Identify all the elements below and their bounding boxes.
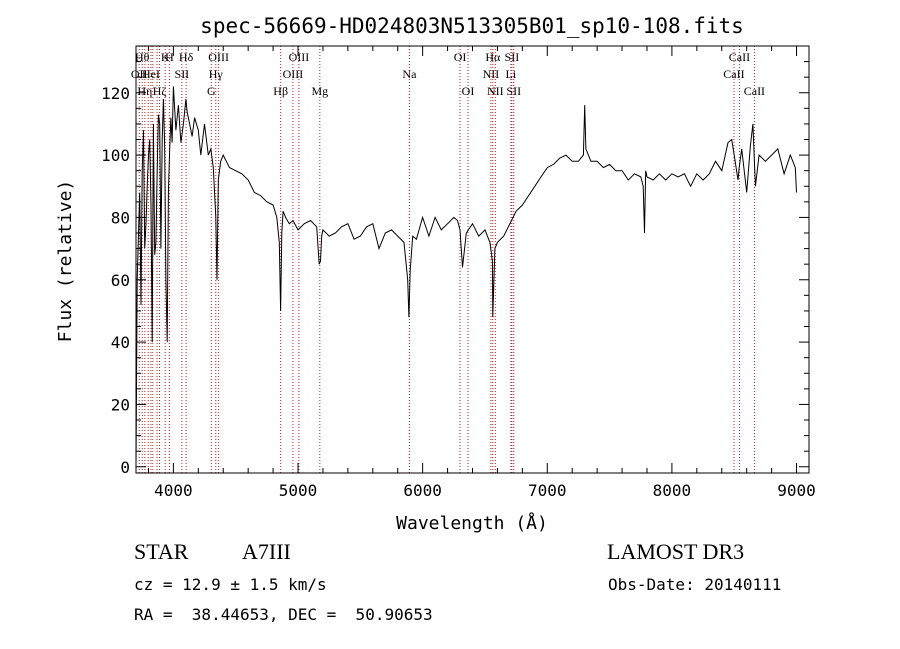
x-tick-label: 8000 [653,481,692,500]
x-tick-label: 6000 [403,481,442,500]
line-marker-label: Mg [311,84,328,98]
line-marker-label: Hθ [135,50,150,64]
y-tick-label: 40 [111,333,130,352]
line-marker-label: SII [506,84,521,98]
y-tick-label: 60 [111,271,130,290]
line-marker-labels: OIIHθHηHeIHζKHSIIHδGHγOIIIHβOIIIOIIIMgNa… [131,50,765,98]
y-tick-label: 100 [101,146,130,165]
line-marker-label: Hα [485,50,501,64]
y-tick-label: 120 [101,84,130,103]
line-marker-label: Hζ [153,84,167,98]
line-marker-label: OIII [283,67,304,81]
line-marker-label: OIII [208,50,229,64]
line-marker-label: Li [506,67,517,81]
spectral-subclass: A7III [242,539,291,564]
line-marker-label: SII [175,67,190,81]
line-marker-label: G [207,84,216,98]
line-marker-label: H [165,50,174,64]
plot-frame [135,45,810,474]
line-marker-label: OI [462,84,475,98]
line-marker-label: CaII [729,50,750,64]
line-marker-label: OI [454,50,467,64]
line-marker-label: HeI [142,67,160,81]
x-tick-label: 9000 [777,481,816,500]
line-marker-label: Hγ [209,67,224,81]
chart-title: spec-56669-HD024803N513305B01_sp10-108.f… [200,14,744,38]
x-tick-label: 5000 [279,481,318,500]
line-marker-label: CaII [723,67,744,81]
line-marker-label: OIII [289,50,310,64]
line-marker-label: CaII [744,84,765,98]
spectrum-line [135,86,797,467]
line-marker-label: Hδ [179,50,194,64]
y-tick-label: 20 [111,395,130,414]
y-axis-label: Flux (relative) [55,180,76,343]
y-tick-label: 80 [111,208,130,227]
x-tick-label: 4000 [154,481,193,500]
line-markers [138,46,755,473]
survey-name: LAMOST DR3 [607,539,745,564]
line-marker-label: Hβ [273,84,288,98]
line-marker-label: OII [131,67,148,81]
line-marker-label: Na [402,67,417,81]
object-type: STAR [134,539,189,564]
redshift-cz: cz = 12.9 ± 1.5 km/s [134,575,327,594]
y-axis-ticks: 0 20 40 60 80 100 120 [101,61,809,477]
observation-date: Obs-Date: 20140111 [608,575,782,594]
y-tick-label: 0 [120,458,130,477]
line-marker-label: NII [483,67,500,81]
x-tick-label: 7000 [528,481,567,500]
line-marker-label: Hη [137,84,152,98]
coordinates: RA = 38.44653, DEC = 50.90653 [134,605,433,624]
x-axis-label: Wavelength (Å) [396,512,548,534]
x-axis-ticks: 4000 5000 6000 7000 8000 9000 [147,46,816,500]
line-marker-label: NII [487,84,504,98]
line-marker-label: K [161,50,170,64]
line-marker-label: SII [505,50,520,64]
